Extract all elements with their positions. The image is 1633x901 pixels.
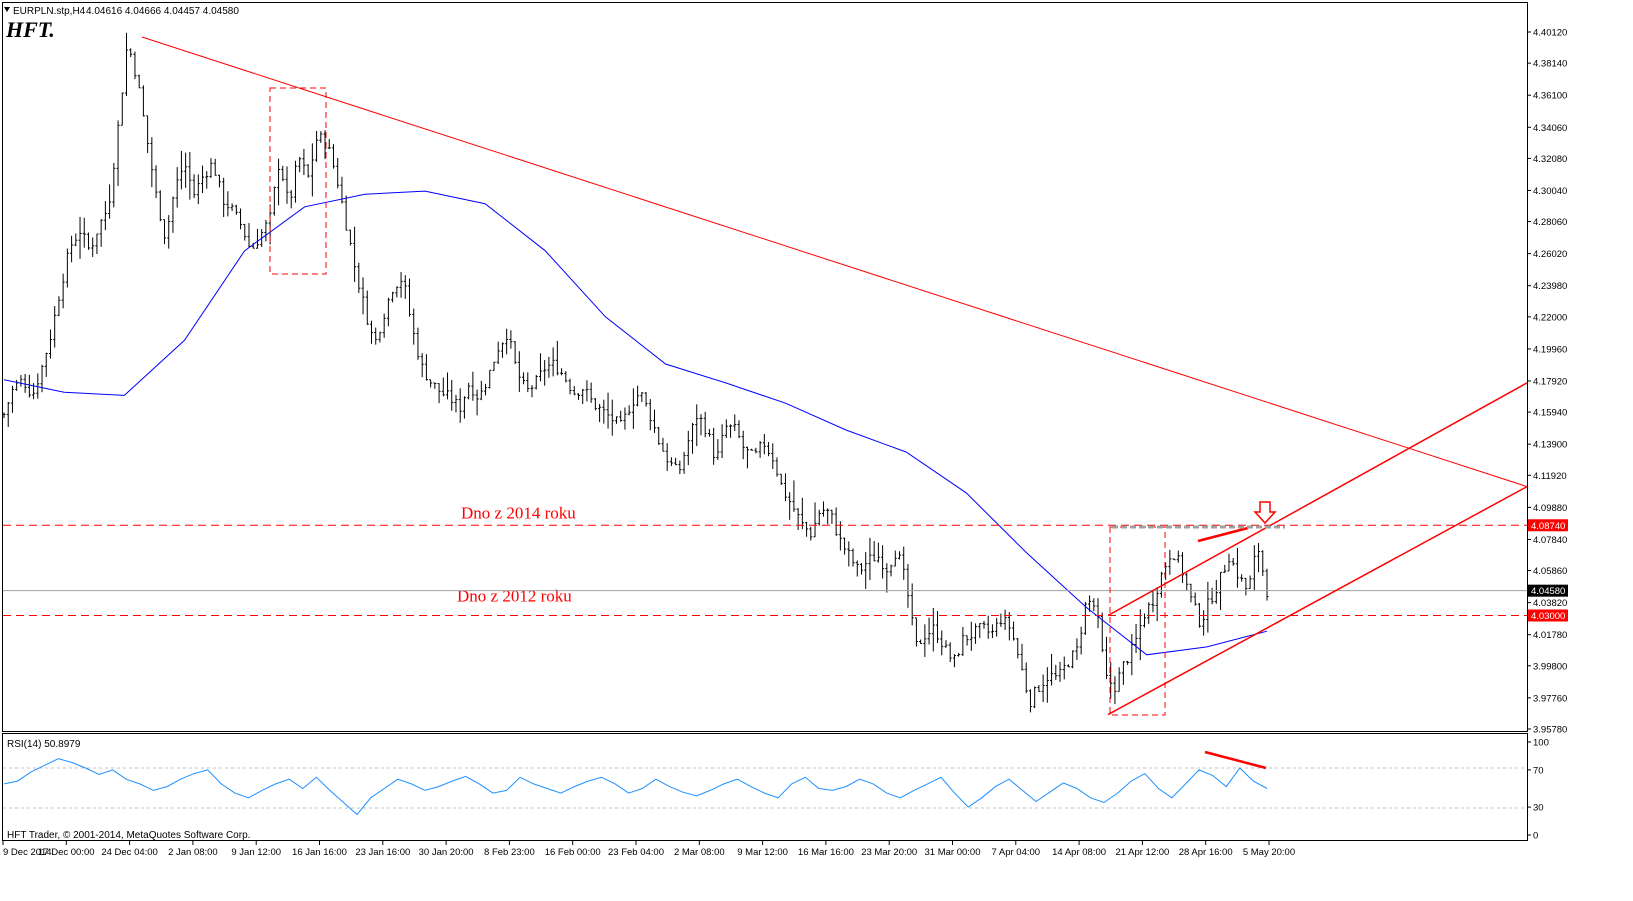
price-divergence-line: [1197, 526, 1249, 543]
time-tick-label: 8 Feb 23:00: [484, 847, 535, 858]
time-tick-label: 24 Dec 04:00: [101, 847, 158, 858]
price-tag-label: 4.08740: [1531, 521, 1565, 532]
price-tick-label: 3.99800: [1533, 661, 1567, 672]
box-january-spike: [269, 87, 327, 275]
price-tick-label: 4.40120: [1533, 28, 1567, 39]
time-tick-label: 21 Apr 12:00: [1115, 847, 1169, 858]
price-tick-label: 4.03820: [1533, 598, 1567, 609]
price-tick-label: 4.11920: [1533, 471, 1567, 482]
time-tick-label: 30 Jan 20:00: [419, 847, 474, 858]
time-tick-label: 9 Dec 2014: [3, 847, 52, 858]
price-tick-label: 4.30040: [1533, 186, 1567, 197]
ohlc-readout: 4.04616 4.04666 4.04457 4.04580: [86, 6, 239, 17]
price-tag-box: [1528, 584, 1568, 597]
rsi-line: [3, 758, 1268, 816]
main-pane-frame: [2, 2, 1528, 732]
box-april-low: [1109, 526, 1166, 716]
price-tick-label: 4.13900: [1533, 440, 1567, 451]
triangle-down-icon[interactable]: [4, 7, 10, 12]
rsi-pane-frame: [2, 733, 1528, 841]
time-tick-label: 23 Jan 16:00: [355, 847, 410, 858]
label-2012-low: Dno z 2012 roku: [457, 587, 572, 606]
price-tick-label: 3.97760: [1533, 693, 1567, 704]
time-tick-label: 16 Mar 16:00: [798, 847, 854, 858]
annotations: Dno z 2014 roku Dno z 2012 roku 4.08740 4.0…: [3, 36, 1568, 716]
rsi-tick-label: 0: [1533, 831, 1538, 842]
time-tick-label: 28 Apr 16:00: [1179, 847, 1233, 858]
time-tick-label: 16 Jan 16:00: [292, 847, 347, 858]
copyright-text: HFT Trader, © 2001-2014, MetaQuotes Soft…: [7, 830, 250, 841]
price-tag-box: [1528, 519, 1568, 532]
time-tick-label: 2 Jan 08:00: [168, 847, 218, 858]
price-tick-label: 4.28060: [1533, 217, 1567, 228]
descending-trendline: [141, 36, 1528, 488]
rsi-tick-label: 30: [1533, 803, 1544, 814]
rsi-divergence-line: [1204, 750, 1267, 770]
time-tick-label: 2 Mar 08:00: [674, 847, 725, 858]
time-tick-label: 23 Feb 04:00: [608, 847, 664, 858]
price-tick-label: 4.22000: [1533, 312, 1567, 323]
symbol-title: EURPLN.stp,H4: [13, 6, 86, 17]
rsi-title: RSI(14) 50.8979: [7, 739, 81, 750]
time-tick-label: 9 Jan 12:00: [231, 847, 281, 858]
time-tick-label: 7 Apr 04:00: [991, 847, 1040, 858]
price-tag-box: [1528, 609, 1568, 622]
label-2014-low: Dno z 2014 roku: [461, 503, 576, 522]
price-tag-label: 4.04580: [1531, 586, 1565, 597]
rsi-tick-label: 70: [1533, 765, 1544, 776]
moving-average-line: [3, 190, 1268, 656]
brand-logo: HFT.: [5, 17, 55, 42]
price-tick-label: 4.36100: [1533, 91, 1567, 102]
time-tick-label: 23 Mar 20:00: [861, 847, 917, 858]
price-tick-label: 4.01780: [1533, 630, 1567, 641]
time-tick-label: 5 May 20:00: [1243, 847, 1295, 858]
time-tick-label: 17 Dec 00:00: [38, 847, 95, 858]
channel-lower-line: [1107, 485, 1528, 716]
price-tick-label: 4.34060: [1533, 123, 1567, 134]
price-tag-label: 4.03000: [1531, 611, 1565, 622]
price-tick-label: 4.07840: [1533, 535, 1567, 546]
arrow-down-icon: [1253, 501, 1277, 525]
ohlc-series: [2, 32, 1269, 713]
time-tick-label: 14 Apr 08:00: [1052, 847, 1106, 858]
price-tick-label: 4.23980: [1533, 281, 1567, 292]
channel-upper-line: [1107, 382, 1528, 617]
price-tick-label: 4.17920: [1533, 376, 1567, 387]
time-tick-label: 16 Feb 00:00: [545, 847, 601, 858]
price-tick-label: 4.05860: [1533, 566, 1567, 577]
price-tick-label: 4.26020: [1533, 249, 1567, 260]
price-tick-label: 4.09880: [1533, 503, 1567, 514]
price-tick-label: 4.38140: [1533, 59, 1567, 70]
time-tick-label: 9 Mar 12:00: [737, 847, 788, 858]
price-tick-label: 4.32080: [1533, 154, 1567, 165]
rsi-axis: 100 70 30 0: [1527, 738, 1549, 842]
price-tick-label: 3.95780: [1533, 725, 1567, 736]
price-tick-label: 4.15940: [1533, 408, 1567, 419]
price-tick-label: 4.19960: [1533, 344, 1567, 355]
price-axis: 4.40120 4.38140 4.36100 4.34060 4.32080 4.300…: [1527, 28, 1567, 736]
rsi-tick-label: 100: [1533, 738, 1549, 749]
time-tick-label: 31 Mar 00:00: [925, 847, 981, 858]
